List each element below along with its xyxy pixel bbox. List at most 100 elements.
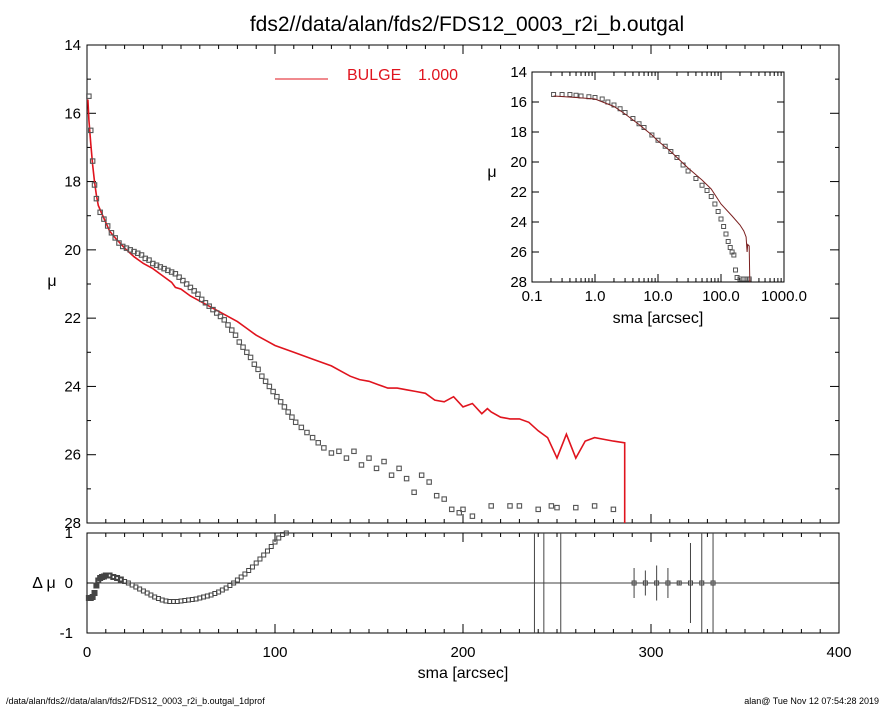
data-point: [281, 404, 288, 410]
inset-data-marks: [551, 92, 752, 283]
main-y-axis-label: μ: [47, 273, 56, 290]
x-tick-label: 300: [638, 644, 663, 661]
data-point: [321, 445, 327, 451]
data-point: [146, 257, 152, 263]
residual-axis-ticks: -1 0 1 0 100 200 300 400: [60, 525, 852, 661]
footer-file-path: /data/alan/fds2//data/alan/fds2/FDS12_00…: [6, 696, 265, 706]
inset-data-point: [649, 132, 655, 138]
inset-y-tick-label: 14: [510, 64, 527, 81]
residual-error-point: [654, 580, 660, 586]
residual-data-marks: [85, 530, 716, 633]
inset-y-tick-label: 24: [510, 214, 527, 231]
inset-data-point: [733, 267, 739, 273]
data-point: [138, 252, 145, 258]
data-point: [247, 354, 254, 361]
inset-plot-frame: [531, 71, 785, 283]
residual-point: [268, 544, 274, 549]
residual-error-point: [665, 580, 671, 586]
data-point: [351, 448, 357, 455]
inset-data-point: [655, 137, 661, 143]
x-tick-label: 100: [262, 644, 287, 661]
inset-data-point: [721, 224, 727, 229]
residual-point: [238, 574, 244, 580]
residual-point: [246, 568, 252, 573]
data-point: [88, 127, 94, 134]
data-point: [548, 503, 555, 509]
data-point: [358, 462, 365, 468]
inset-y-tick-label: 20: [510, 154, 527, 171]
main-axis-ticks: 14 16 18 20 22 24 26 28: [64, 37, 839, 532]
inset-y-tick-label: 26: [510, 244, 527, 261]
inset-x-tick-label: 1.0: [585, 288, 606, 305]
data-point: [112, 235, 118, 241]
inset-x-tick-label: 0.1: [522, 288, 543, 305]
residual-error-point: [676, 580, 682, 586]
data-point: [229, 327, 235, 333]
data-point: [366, 455, 372, 461]
data-point: [210, 306, 216, 313]
x-tick-label: 0: [83, 644, 91, 661]
data-point: [213, 310, 220, 316]
data-point: [259, 373, 265, 379]
residual-point: [242, 571, 248, 577]
residual-point: [249, 564, 255, 570]
data-point: [448, 506, 455, 513]
data-point: [516, 503, 523, 509]
inset-x-axis-label: sma [arcsec]: [613, 310, 704, 327]
y-tick-label: 24: [64, 378, 81, 395]
inset-data-point: [662, 143, 668, 149]
data-point: [277, 399, 284, 405]
residual-point: [264, 548, 270, 554]
inset-data-point: [693, 176, 699, 181]
y-tick-label: 26: [64, 447, 81, 464]
data-point: [460, 506, 466, 513]
inset-y-tick-label: 16: [510, 94, 527, 111]
data-point: [292, 419, 299, 426]
y-tick-label: 28: [64, 515, 81, 532]
data-point: [573, 504, 579, 511]
inset-data-point: [731, 252, 737, 258]
y-tick-label: 16: [64, 105, 81, 122]
footer-user-date: alan@ Tue Nov 12 07:54:28 2019: [744, 696, 879, 706]
inset-y-tick-label: 28: [510, 274, 527, 291]
data-point: [456, 510, 462, 516]
inset-model-line: [553, 95, 751, 283]
data-point: [328, 450, 335, 456]
residual-point: [276, 535, 282, 541]
data-point: [336, 448, 342, 455]
data-point: [91, 182, 98, 188]
data-point: [97, 209, 103, 216]
inset-data-point: [668, 149, 674, 154]
data-point: [426, 479, 432, 485]
data-point: [172, 271, 179, 277]
inset-data-point: [725, 239, 731, 244]
data-point: [104, 223, 111, 229]
data-point: [343, 455, 350, 461]
inset-x-tick-label: 1000.0: [761, 288, 807, 305]
chart-title: fds2//data/alan/fds2/FDS12_0003_r2i_b.ou…: [250, 13, 684, 36]
residual-point: [91, 590, 98, 596]
inset-axis-ticks: 14 16 18 20 22 24 26 280.1 1.0 10.0 100.0 1000.0: [510, 64, 807, 305]
residual-point: [272, 539, 278, 545]
x-tick-label: 200: [450, 644, 475, 661]
data-point: [262, 378, 269, 385]
inset-data-point: [723, 231, 729, 237]
y-tick-label: 14: [64, 37, 81, 54]
residual-error-point: [631, 580, 637, 586]
residual-y-tick-label: 0: [65, 575, 73, 592]
y-tick-label: 18: [64, 174, 81, 191]
y-tick-label: 20: [64, 242, 81, 259]
data-point: [266, 383, 273, 390]
data-point: [441, 496, 447, 502]
data-point: [232, 332, 239, 338]
residual-point: [93, 582, 100, 589]
inset-y-axis-label: μ: [487, 164, 496, 181]
residual-point: [231, 580, 237, 586]
data-point: [535, 506, 541, 513]
inset-data-point: [685, 168, 691, 174]
inset-data-point: [699, 182, 705, 188]
data-point: [180, 277, 186, 284]
inset-data-point: [746, 276, 752, 282]
data-point: [183, 281, 190, 287]
